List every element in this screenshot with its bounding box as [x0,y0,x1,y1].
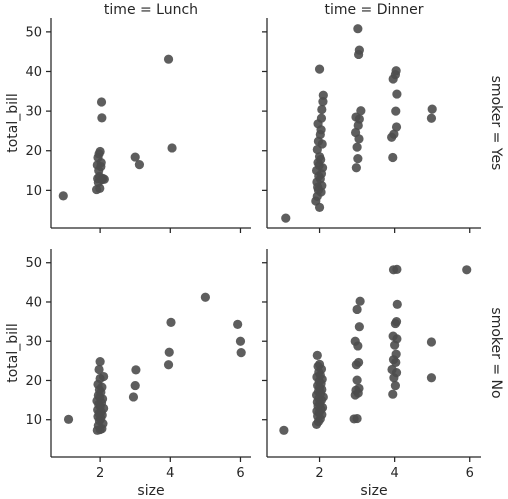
scatter-point [99,174,109,184]
scatter-point [389,129,399,139]
x-tick-label: 4 [166,466,174,481]
scatter-point [314,64,325,74]
scatter-point [388,389,398,399]
scatter-point [351,163,361,173]
facet-panel-r0-c1 [262,18,481,233]
x-axis-label: size [360,483,387,499]
scatter-point [352,142,362,152]
scatter-point [351,112,361,122]
scatter-point [163,54,174,64]
scatter-point [426,337,437,347]
scatter-point [426,373,437,383]
scatter-point [352,304,362,315]
scatter-point [134,160,145,170]
scatter-point [312,350,322,360]
y-tick-label: 50 [25,25,42,40]
scatter-point [63,414,74,424]
scatter-point [130,380,140,391]
scatter-point [279,425,289,435]
scatter-point [462,265,472,275]
scatter-point [392,89,402,99]
x-tick-label: 6 [236,466,244,481]
y-tick-label: 40 [25,295,42,310]
scatter-point [316,113,327,123]
x-tick-label: 2 [96,466,104,481]
scatter-point [388,331,398,341]
column-facet-title: time = Lunch [104,2,198,18]
scatter-point [391,317,402,327]
scatter-point [350,336,360,346]
scatter-point [314,202,325,212]
scatter-point [353,24,363,34]
scatter-point [164,347,174,357]
facet-panel-r0-c0: 10 20 30 40 50 [25,18,251,233]
scatter-point [236,348,246,358]
scatter-point [354,383,364,393]
scatter-point [392,264,402,275]
scatter-point [167,143,177,153]
scatter-point [235,336,246,346]
scatter-point [388,152,398,163]
scatter-point [352,413,362,424]
scatter-point [427,104,437,114]
scatter-point [95,357,105,367]
scatter-point [391,122,402,132]
scatter-point [166,317,176,327]
y-axis-label: total_bill [5,93,21,153]
scatter-point [351,127,361,138]
scatter-point [281,213,291,223]
scatter-point [317,104,327,115]
row-facet-title: smoker = Yes [488,76,504,171]
y-tick-label: 30 [25,335,42,350]
x-tick-label: 6 [466,466,474,481]
scatter-point [391,66,401,76]
scatter-point [392,299,402,309]
scatter-point [128,392,139,402]
scatter-point [354,322,364,332]
scatter-point [391,106,401,116]
x-tick-label: 2 [315,466,323,481]
scatter-point [387,364,397,375]
y-tick-label: 10 [25,413,42,428]
scatter-point [354,45,364,55]
column-facet-title: time = Dinner [324,2,423,18]
facet-panel-r1-c0: 10 20 30 40 50 2 4 6 [25,249,251,481]
scatter-point [130,152,140,162]
scatter-point [96,97,107,107]
y-tick-label: 30 [25,105,42,120]
x-tick-label: 4 [391,466,399,481]
scatter-point [233,319,243,329]
scatter-point [131,365,141,375]
scatter-point [314,359,325,369]
scatter-point [314,152,325,162]
y-tick-label: 20 [25,144,42,159]
y-tick-label: 40 [25,65,42,80]
scatter-point [58,191,68,201]
scatter-point [390,380,400,391]
scatter-point [426,113,437,123]
scatter-point [94,364,104,375]
scatter-point [355,296,365,306]
scatter-point [200,292,210,302]
scatter-point [353,154,363,164]
scatter-point [352,375,362,385]
scatter-point [95,146,105,157]
scatter-point [97,113,107,123]
scatter-point [99,371,109,382]
y-tick-label: 10 [25,184,42,199]
y-axis-label: total_bill [5,323,21,383]
scatter-point [356,106,366,116]
scatter-point [163,360,174,370]
row-facet-title: smoker = No [488,307,504,398]
x-axis-label: size [137,483,164,499]
scatter-point [318,90,328,100]
scatter-point [354,357,364,368]
y-tick-label: 50 [25,256,42,271]
facet-panel-r1-c1: 2 4 6 [262,249,481,481]
scatter-point [391,349,401,359]
scatter-point [95,183,105,193]
y-tick-label: 20 [25,374,42,389]
